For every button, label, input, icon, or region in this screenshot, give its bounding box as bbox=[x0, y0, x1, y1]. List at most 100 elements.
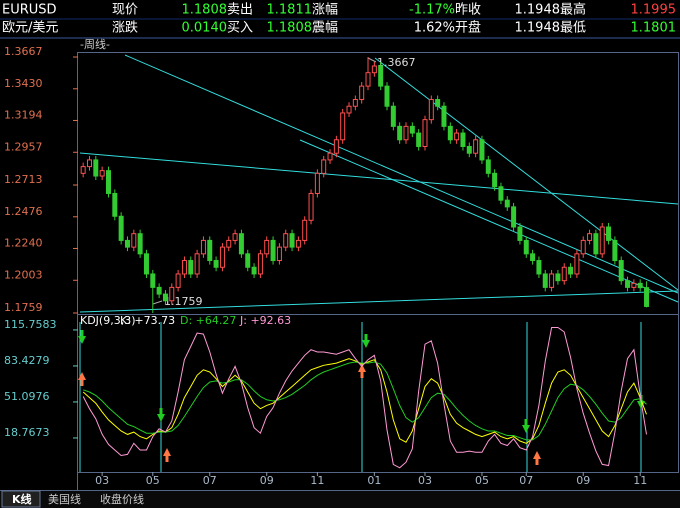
candle-body bbox=[302, 219, 308, 241]
arrow bbox=[78, 372, 86, 380]
candle-body bbox=[454, 132, 460, 141]
tab[interactable]: 收盘价线 bbox=[100, 492, 144, 506]
symbol: EURUSD bbox=[2, 3, 57, 18]
candle-body bbox=[93, 159, 99, 177]
candle-body bbox=[384, 85, 390, 107]
candle-body bbox=[340, 112, 346, 141]
kdj-line bbox=[82, 327, 647, 469]
candle-body bbox=[625, 280, 631, 288]
indicator-title: KDJ(9,3,3) bbox=[80, 314, 136, 327]
y2-tick-label: 18.7673 bbox=[4, 426, 50, 439]
arrow bbox=[78, 336, 86, 344]
arrow bbox=[364, 334, 368, 340]
quote-row: 欧元/美元 涨跌 0.0140 买入 1.1808 震幅 1.62% 开盘 1.… bbox=[2, 20, 676, 36]
y-tick-label: 1.2476 bbox=[4, 205, 43, 218]
candle-body bbox=[276, 246, 282, 262]
candle-body bbox=[492, 172, 498, 188]
annotation-leader bbox=[152, 300, 163, 305]
candle-body bbox=[378, 65, 384, 87]
candle-body bbox=[308, 192, 314, 221]
candle-body bbox=[637, 282, 643, 289]
candle-body bbox=[435, 99, 441, 107]
candle-body bbox=[618, 260, 624, 282]
trend-line bbox=[124, 54, 679, 294]
y2-tick-label: 83.4279 bbox=[4, 354, 50, 367]
arrow bbox=[80, 380, 84, 386]
trend-lines bbox=[79, 54, 679, 313]
candle-body bbox=[542, 273, 548, 288]
candle-body bbox=[568, 266, 574, 275]
candle-body bbox=[409, 125, 415, 134]
x-tick-label: 05 bbox=[475, 474, 489, 487]
quote-row: EURUSD 现价 1.1808 卖出 1.1811 涨幅 -1.17% 昨收 … bbox=[2, 2, 676, 18]
symbol: 欧元/美元 bbox=[2, 21, 58, 36]
y-tick-label: 1.2957 bbox=[4, 140, 43, 153]
tab[interactable]: K线 bbox=[12, 492, 32, 506]
trend-line bbox=[79, 290, 679, 313]
y-tick-label: 1.2713 bbox=[4, 173, 43, 186]
candle-body bbox=[466, 145, 472, 154]
value: 1.1995 bbox=[631, 3, 677, 18]
y-tick-label: 1.3194 bbox=[4, 108, 43, 121]
candle-body bbox=[226, 239, 232, 248]
period-label: -周线- bbox=[80, 37, 110, 51]
x-tick-label: 07 bbox=[519, 474, 533, 487]
y-tick-label: 1.3430 bbox=[4, 77, 43, 90]
candle-body bbox=[200, 239, 206, 255]
y-tick-label: 1.1759 bbox=[4, 301, 43, 314]
candle-body bbox=[270, 239, 276, 262]
arrow bbox=[637, 401, 645, 409]
candle-body bbox=[162, 293, 168, 302]
candle-body bbox=[403, 125, 409, 141]
trend-line bbox=[374, 57, 679, 291]
arrow bbox=[533, 451, 541, 459]
candle-body bbox=[479, 139, 485, 161]
candle-body bbox=[257, 253, 263, 275]
label: 开盘 bbox=[455, 20, 481, 36]
candle-body bbox=[574, 253, 580, 275]
candle-body bbox=[137, 233, 143, 255]
candle-body bbox=[612, 239, 618, 262]
candle-body bbox=[416, 132, 422, 147]
candle-body bbox=[523, 239, 529, 255]
value: 1.1808 bbox=[267, 21, 313, 36]
x-tick-label: 07 bbox=[203, 474, 217, 487]
candle-body bbox=[232, 233, 238, 241]
candle-body bbox=[175, 273, 181, 288]
x-tick-label: 09 bbox=[576, 474, 590, 487]
candle-body bbox=[511, 206, 517, 228]
x-tick-label: 05 bbox=[146, 474, 160, 487]
arrow bbox=[360, 372, 364, 378]
candle-body bbox=[143, 253, 149, 275]
label: 卖出 bbox=[227, 3, 253, 18]
candle-body bbox=[599, 226, 605, 255]
tab-bar bbox=[0, 490, 680, 508]
arrow bbox=[362, 340, 370, 348]
candle-body bbox=[105, 170, 111, 194]
tab-active[interactable] bbox=[1, 490, 41, 508]
candle-body bbox=[473, 139, 479, 154]
label: 买入 bbox=[227, 21, 253, 36]
candle-body bbox=[498, 186, 504, 201]
value: 1.1801 bbox=[631, 21, 677, 36]
y2-tick-label: 115.7583 bbox=[4, 318, 57, 331]
value: 0.0140 bbox=[182, 21, 228, 36]
tab[interactable]: 美国线 bbox=[48, 492, 81, 506]
legend-entry: J: +92.63 bbox=[239, 314, 291, 327]
label: 震幅 bbox=[312, 21, 338, 36]
y-tick-label: 1.2240 bbox=[4, 236, 43, 249]
candle-body bbox=[428, 99, 434, 121]
candle-body bbox=[99, 170, 105, 177]
candle-body bbox=[86, 159, 92, 168]
y2-tick-label: 51.0976 bbox=[4, 390, 50, 403]
candle-body bbox=[390, 105, 396, 127]
candle-body bbox=[422, 119, 428, 147]
annotation-leader bbox=[367, 57, 377, 63]
candle-body bbox=[112, 192, 118, 217]
candle-body bbox=[365, 72, 371, 87]
label: 现价 bbox=[112, 3, 138, 18]
candle-body bbox=[580, 239, 586, 255]
candle-body bbox=[371, 65, 377, 74]
candle-body bbox=[346, 105, 352, 114]
candle-body bbox=[264, 239, 270, 255]
